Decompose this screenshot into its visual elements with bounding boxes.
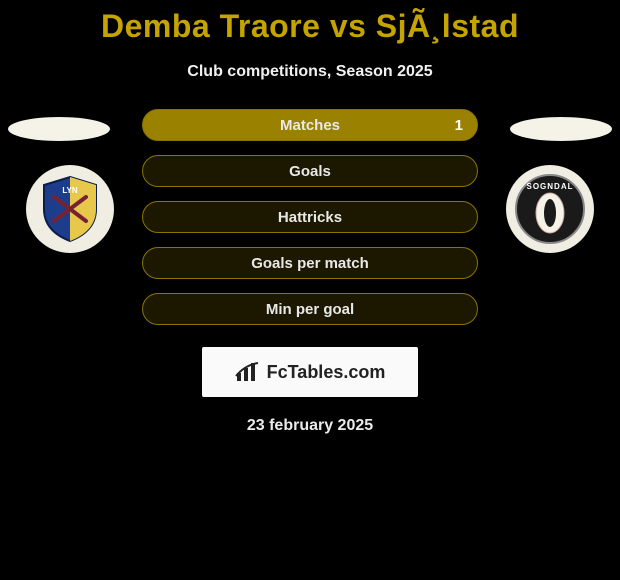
right-club-logo: SOGNDAL	[506, 165, 594, 253]
svg-text:SOGNDAL: SOGNDAL	[527, 182, 574, 191]
stat-label: Min per goal	[266, 301, 354, 318]
stat-value-right: 1	[455, 117, 463, 134]
date-text: 23 february 2025	[0, 417, 620, 435]
stat-row-goals: Goals	[142, 155, 478, 187]
branding-box[interactable]: FcTables.com	[202, 347, 418, 397]
bar-chart-icon	[235, 361, 261, 383]
right-player-ellipse	[510, 117, 612, 141]
stats-list: Matches 1 Goals Hattricks Goals per matc…	[142, 109, 478, 325]
stat-row-min-per-goal: Min per goal	[142, 293, 478, 325]
svg-text:LYN: LYN	[62, 186, 77, 195]
stat-label: Goals	[289, 163, 331, 180]
stat-label: Goals per match	[251, 255, 369, 272]
stat-label: Matches	[280, 117, 340, 134]
stat-label: Hattricks	[278, 209, 342, 226]
sogndal-badge-icon: SOGNDAL	[514, 173, 586, 245]
left-club-logo: LYN	[26, 165, 114, 253]
page-subtitle: Club competitions, Season 2025	[0, 63, 620, 81]
comparison-panel: LYN SOGNDAL Matches 1 Goals Hattricks Go…	[0, 109, 620, 435]
stat-row-goals-per-match: Goals per match	[142, 247, 478, 279]
page-title: Demba Traore vs SjÃ¸lstad	[0, 0, 620, 45]
branding-text: FcTables.com	[267, 362, 386, 383]
lyn-shield-icon: LYN	[40, 175, 100, 243]
stat-row-matches: Matches 1	[142, 109, 478, 141]
left-player-ellipse	[8, 117, 110, 141]
stat-row-hattricks: Hattricks	[142, 201, 478, 233]
